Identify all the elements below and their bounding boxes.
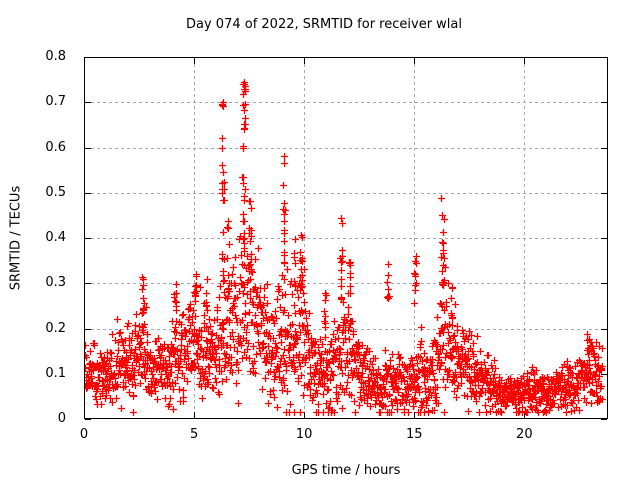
scatter-points-series — [85, 79, 606, 416]
chart-title: Day 074 of 2022, SRMTID for receiver wla… — [186, 17, 462, 32]
plot-border — [84, 57, 608, 419]
y-tick-label: 0.3 — [45, 275, 66, 291]
x-tick-label: 5 — [189, 427, 199, 442]
y-tick-label: 0.7 — [45, 94, 66, 110]
x-axis-label: GPS time / hours — [291, 463, 401, 478]
y-tick-label: 0.4 — [45, 230, 66, 245]
y-tick-label: 0.2 — [45, 320, 66, 336]
x-tick-label: 15 — [405, 427, 423, 442]
x-tick-label: 20 — [516, 427, 533, 442]
y-tick-label: 0.5 — [45, 184, 66, 200]
y-tick-label: 0.1 — [45, 365, 66, 381]
y-tick-label: 0.6 — [45, 139, 66, 155]
y-tick-label: 0 — [57, 411, 66, 426]
x-tick-label: 0 — [79, 427, 89, 442]
x-tick-label: 10 — [295, 427, 313, 442]
y-tick-label: 0.8 — [45, 49, 66, 64]
